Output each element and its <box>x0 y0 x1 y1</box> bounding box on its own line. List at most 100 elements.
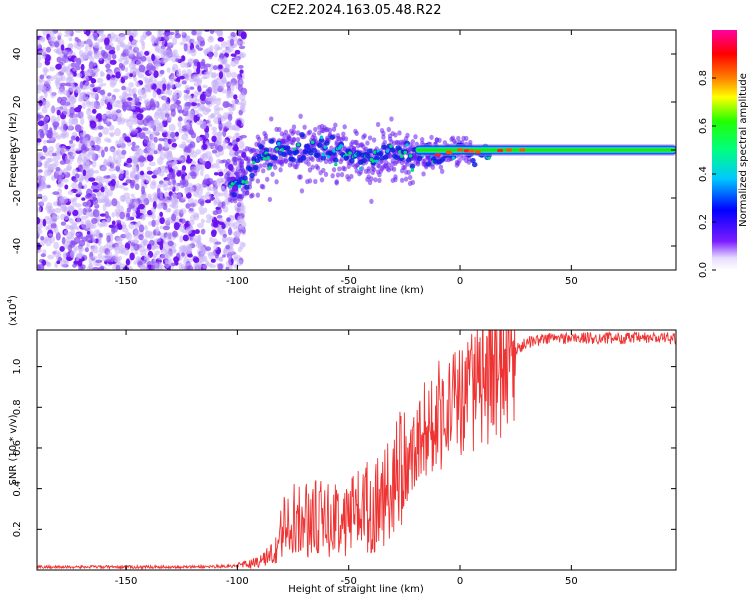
noise-cell <box>145 30 152 36</box>
noise-cell <box>105 63 111 69</box>
ridge-halo-cell <box>386 162 391 168</box>
ridge-halo-cell <box>295 130 301 136</box>
hot-spot <box>474 150 481 154</box>
noise-cell <box>223 188 228 195</box>
noise-cell <box>91 246 99 251</box>
noise-cell <box>197 86 202 93</box>
ridge-halo-cell <box>381 130 386 137</box>
ridge-peak-cell <box>241 180 245 184</box>
noise-cell <box>167 89 173 96</box>
ridge-core-cell <box>267 162 273 168</box>
noise-cell <box>83 184 88 190</box>
noise-cell <box>72 67 77 72</box>
noise-cell <box>187 197 195 205</box>
noise-cell <box>82 201 89 207</box>
ridge-core-cell <box>381 144 387 150</box>
noise-cell <box>69 155 75 162</box>
noise-cell <box>88 177 96 182</box>
noise-cell <box>66 97 72 103</box>
noise-cell <box>135 46 140 52</box>
noise-cell <box>219 52 225 60</box>
ridge-halo-cell <box>334 180 339 186</box>
noise-cell <box>97 238 102 247</box>
noise-cell <box>104 210 109 219</box>
noise-cell <box>78 177 84 183</box>
noise-cell <box>241 221 247 228</box>
noise-cell <box>224 63 231 69</box>
ridge-halo-cell <box>375 121 381 128</box>
noise-cell <box>107 251 113 257</box>
ridge-halo-cell <box>386 126 391 133</box>
snr-exponent-label: (x104) <box>6 295 19 326</box>
noise-cell <box>225 266 230 270</box>
noise-cell <box>44 79 51 88</box>
ridge-core-cell <box>416 155 423 162</box>
noise-cell <box>196 222 204 229</box>
noise-cell <box>84 194 92 200</box>
ridge-peak-cell <box>230 182 235 186</box>
noise-cell <box>213 50 218 58</box>
noise-cell <box>156 32 162 41</box>
ridge-peak-cell <box>358 166 363 171</box>
noise-cell <box>99 70 104 77</box>
noise-cell <box>216 145 224 152</box>
ridge-halo-cell <box>274 179 279 185</box>
noise-cell <box>153 136 158 143</box>
noise-cell <box>179 75 185 80</box>
noise-cell <box>96 104 102 110</box>
noise-cell <box>80 63 85 71</box>
noise-cell <box>100 97 105 107</box>
noise-cell <box>74 124 82 133</box>
noise-cell <box>227 256 232 261</box>
noise-cell <box>74 36 79 42</box>
noise-cell <box>186 265 194 270</box>
noise-cell <box>177 93 182 99</box>
spectrogram-x-ticks: -150 -100 -50 0 50 <box>115 30 578 287</box>
noise-cell <box>190 48 197 57</box>
noise-cell <box>151 142 156 151</box>
noise-cell <box>97 252 103 260</box>
noise-cell <box>129 73 133 77</box>
noise-cell <box>86 241 90 248</box>
y-tick-label: -40 <box>12 238 23 254</box>
ridge-halo-cell <box>226 217 231 223</box>
noise-cell <box>172 249 177 253</box>
ridge-halo-cell <box>403 176 409 182</box>
noise-cell <box>188 158 193 163</box>
noise-cell <box>72 221 78 226</box>
ridge-halo-cell <box>410 179 416 186</box>
noise-cell <box>74 86 82 94</box>
noise-cell <box>59 246 65 252</box>
noise-cell <box>191 30 197 36</box>
noise-cell <box>170 103 178 109</box>
ridge-core-cell <box>263 147 270 153</box>
ridge-core-cell <box>389 147 396 153</box>
noise-cell <box>143 76 149 82</box>
spectrogram-heatmap <box>37 30 676 270</box>
ridge-core-cell <box>272 155 279 161</box>
noise-cell <box>131 141 136 147</box>
noise-cell <box>79 152 85 157</box>
noise-cell <box>86 114 94 119</box>
ridge-halo-cell <box>421 171 426 177</box>
noise-cell <box>208 142 216 147</box>
ridge-core-cell <box>252 165 259 171</box>
noise-cell <box>105 201 112 207</box>
noise-cell <box>57 32 63 37</box>
ridge-halo-cell <box>323 171 329 177</box>
ridge-halo-cell <box>236 155 242 161</box>
noise-cell <box>150 259 155 265</box>
noise-cell <box>194 163 201 172</box>
ridge-core-cell <box>329 134 336 140</box>
y-tick-label: 0 <box>12 147 23 153</box>
noise-cell <box>91 217 98 224</box>
noise-cell <box>217 263 223 270</box>
y-tick-label: 20 <box>12 96 23 109</box>
ridge-halo-cell <box>393 177 398 183</box>
noise-cell <box>59 82 67 87</box>
noise-cell <box>96 136 101 142</box>
noise-cell <box>107 92 112 97</box>
ridge-halo-cell <box>362 133 367 139</box>
ridge-halo-cell <box>313 178 318 185</box>
ridge-halo-cell <box>349 173 354 180</box>
